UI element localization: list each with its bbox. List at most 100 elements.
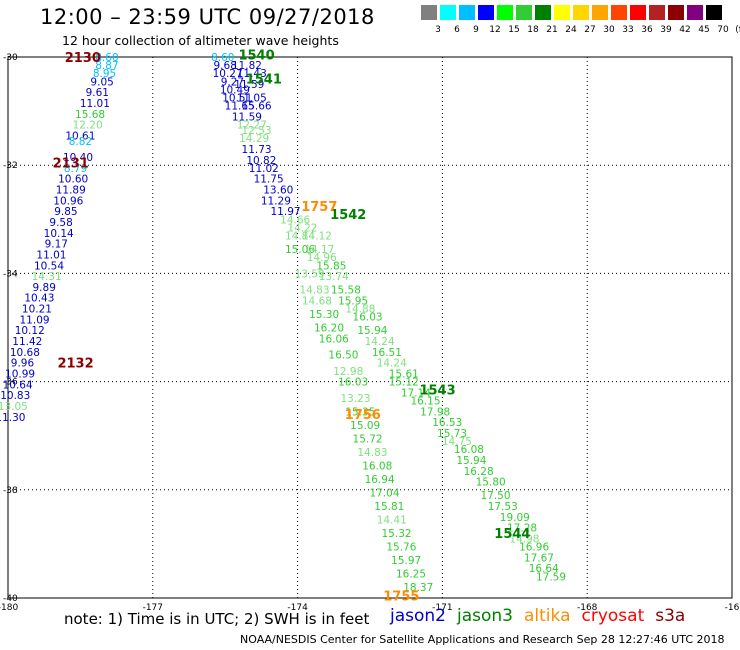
swh-value: 11.59 [234,79,264,91]
legend-jason2: jason2 [390,606,446,626]
swh-value: 15.06 [285,244,315,256]
scale-swatch [592,5,609,20]
swh-value: 17.67 [524,552,554,564]
scale-swatch [535,5,552,20]
scale-swatch [459,5,476,20]
swh-value: 14.88 [345,304,375,316]
swh-value: 11.89 [56,185,86,197]
swh-value: 12.20 [73,120,103,132]
swh-value: 10.61 [65,130,95,142]
swh-value: 10.27 [213,68,243,80]
swh-value: 10.12 [15,325,45,337]
swh-value: 10.43 [24,293,54,305]
swh-value: 10.14 [44,228,74,240]
swh-value: 16.94 [365,474,395,486]
pass-time-label: 1544 [494,527,530,542]
swh-value: 15.30 [309,309,339,321]
swh-value: 16.03 [338,377,368,389]
swh-value: 16.28 [464,466,494,478]
pass-time-label: 2130 [65,51,101,66]
pass-time-label: 1755 [383,589,419,604]
swh-value: 9.68 [214,60,237,72]
swh-value: 15.72 [353,433,383,445]
swh-value: 14.75 [442,436,472,448]
scale-swatch [687,5,704,20]
legend-jason3: jason3 [457,606,513,626]
swh-value: 15.76 [386,542,416,554]
swh-value: 17.59 [536,571,566,583]
swh-value: 16.50 [328,350,358,362]
swh-value: 14.24 [365,336,395,348]
swh-value: 16.25 [396,569,426,581]
swh-value: 13.05 [0,401,28,413]
swh-value: 16.53 [432,417,462,429]
scale-label: 9 [473,25,479,35]
pass-time-label: 2131 [53,156,89,171]
scale-label: 42 [679,25,691,35]
lat-tick-label: -36 [3,378,18,388]
swh-value: 8.60 [95,52,118,64]
swh-value: 16.96 [519,542,549,554]
swh-value: 9.17 [45,239,68,251]
swh-value: 18.37 [403,582,433,594]
swh-value: 11.65 [225,101,255,113]
pass-time-label: 2132 [57,357,93,372]
scale-label: 36 [641,25,653,35]
pass-time-label: 1540 [238,48,274,63]
swh-value: 17.14 [401,387,431,399]
swh-value: 10.68 [10,347,40,359]
swh-value: 16.51 [372,347,402,359]
swh-value: 15.09 [350,420,380,432]
scale-swatch [554,5,571,20]
swh-value: 9.05 [90,76,113,88]
scale-label: 6 [454,25,460,35]
swh-value: 15.85 [316,260,346,272]
swh-value: 12.53 [242,125,272,137]
swh-value: 10.82 [246,155,276,167]
swh-value: 11.09 [20,314,50,326]
swh-value: 12.27 [237,120,267,132]
swh-value: 16.06 [319,333,349,345]
lon-tick-label: -16 [725,603,740,613]
lat-tick-label: -38 [3,486,18,496]
swh-value: 10.49 [220,84,250,96]
swh-value: 11.02 [249,163,279,175]
legend-cryosat: cryosat [581,606,645,626]
swh-value: 9.61 [86,87,109,99]
scale-swatch [706,5,723,20]
swh-value: 10.51 [222,93,252,105]
swh-value: 14.68 [302,295,332,307]
swh-value: 10.54 [34,260,64,272]
swh-value: 15.73 [437,428,467,440]
swh-value: 15.12 [389,377,419,389]
swh-value: 14.12 [302,231,332,243]
scale-label: 3 [435,25,441,35]
scale-label: 39 [660,25,672,35]
swh-value: 15.81 [374,501,404,513]
map-frame [7,56,733,599]
swh-value: 15.94 [357,325,387,337]
swh-value: 14.83 [299,285,329,297]
swh-value: 9.89 [33,282,56,294]
lon-tick-label: -180 [0,603,18,613]
swh-value: 10.99 [5,368,35,380]
scale-label: 70 [717,25,729,35]
swh-value: 14.22 [287,222,317,234]
swh-value: 17.04 [369,488,399,500]
swh-value: 14.66 [280,214,310,226]
swh-value: 8.95 [93,68,116,80]
swh-value: 16.08 [454,444,484,456]
scale-label: 27 [584,25,596,35]
swh-value: 14.31 [32,271,62,283]
swh-value: 13.23 [340,393,370,405]
pass-time-label: 1541 [246,73,282,88]
lon-tick-label: -177 [143,603,163,613]
pass-time-label: 1542 [330,208,366,223]
swh-value: 8.82 [69,136,92,148]
swh-value: 11.82 [232,60,262,72]
swh-value: 11.30 [0,412,25,424]
swh-value: 9.58 [49,217,72,229]
swh-value: 11.42 [12,336,42,348]
swh-value: 10.60 [58,174,88,186]
